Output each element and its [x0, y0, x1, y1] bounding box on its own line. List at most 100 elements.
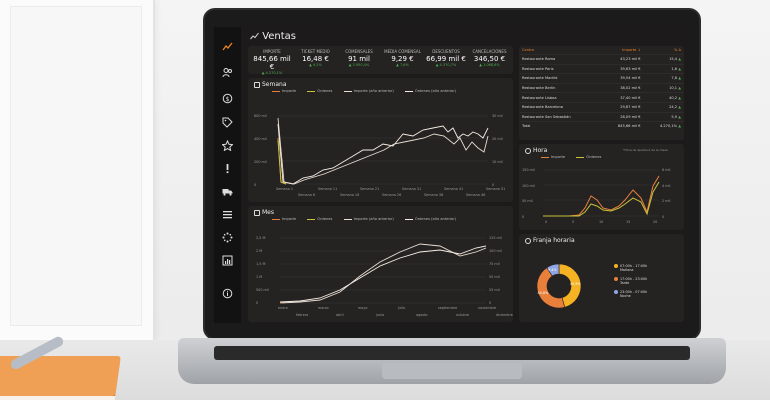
hora-title: Hora [525, 147, 547, 154]
coin-icon[interactable]: $ [222, 93, 233, 104]
kpi-value: 91 mil [348, 55, 370, 63]
hora-y-tick: 0 [522, 214, 525, 219]
page-title-text: Ventas [262, 31, 297, 42]
legend-ordenes[interactable]: Órdenes [576, 155, 601, 159]
star-icon[interactable] [221, 139, 234, 152]
semana-title-text: Semana [262, 81, 287, 88]
delta-value: 24,2 [669, 105, 678, 110]
table-total-row[interactable]: Total 845,66 mil €4.270,1% ▲ [519, 121, 684, 131]
kpi-value: 845,66 mil € [253, 55, 291, 71]
calendar-icon [254, 209, 260, 216]
tag-icon[interactable] [222, 117, 233, 128]
donut-slice-label: 9,4% [548, 267, 557, 272]
mes-x-tick: enero [278, 306, 288, 310]
hora-line-ordenes [543, 181, 660, 217]
mes-x-tick: junio [376, 313, 385, 317]
legend-ordenes[interactable]: Órdenes [307, 89, 332, 93]
legend-importe-label: Importe [551, 155, 566, 159]
table-row[interactable]: Restaurante Paris 39,63 mil €1,6 ▲ [519, 63, 684, 74]
kpi-label: IMPORTE [263, 49, 281, 54]
legend-ordenes-prev[interactable]: Órdenes (año anterior) [404, 89, 456, 93]
semana-x-tick: Semana 31 [402, 187, 422, 191]
legend-ordenes-prev[interactable]: Órdenes (año anterior) [404, 217, 456, 221]
semana-line-prev-importe [277, 117, 489, 185]
table-row[interactable]: Restaurante Madrid 39,54 mil €7,8 ▲ [519, 73, 684, 84]
donut-legend-item[interactable]: 17:00h - 23:00h Tarde [614, 277, 647, 285]
donut-legend-item[interactable]: 07:00h - 17:00h Mañana [614, 264, 647, 272]
hora-chart-card: Hora *Hora de apertura de la mesa Import… [519, 144, 684, 230]
mes-y2-tick: 75 mil [489, 262, 500, 266]
list-icon[interactable] [222, 209, 233, 220]
arrow-up-icon: ▲ [677, 86, 681, 91]
mes-y-tick: 0 [256, 301, 259, 305]
semana-y-tick: 0 [254, 183, 257, 187]
legend-sub: Tarde [620, 281, 630, 285]
legend-importe-prev[interactable]: Importe (año anterior) [343, 217, 394, 221]
kpi-delta: ▲ 4.270,1% [261, 71, 283, 75]
centro-importe: 29,87 mil € [600, 101, 644, 113]
kpi-label: TICKET MEDIO [301, 49, 330, 54]
mes-y2-tick: 50 mil [489, 275, 500, 279]
alert-icon[interactable] [222, 163, 233, 174]
centro-name: Restaurante Paris [519, 63, 601, 74]
semana-y-tick: 400 mil [254, 137, 267, 141]
mes-title-text: Mes [262, 209, 274, 216]
legend-importe[interactable]: Importe [272, 89, 296, 93]
col-centro[interactable]: Centro [522, 48, 535, 52]
mes-x-tick: marzo [318, 306, 329, 310]
legend-ordenes[interactable]: Órdenes [307, 217, 332, 221]
semana-y2-tick: 10 mil [492, 160, 503, 164]
legend-importe-label: Importe [282, 89, 297, 93]
mes-x-tick: septiembre [438, 306, 458, 310]
mes-y-tick: 500 mil [256, 288, 269, 292]
mes-title: Mes [254, 209, 274, 216]
users-icon[interactable] [222, 67, 233, 78]
laptop-trackpad [382, 363, 522, 379]
loading-spinner-icon[interactable] [222, 232, 233, 243]
kpi-item: MEDIA COMENSAL 9,29 € ▲ 7,6% [383, 49, 423, 67]
sidebar: $ [214, 27, 241, 323]
table-row[interactable]: Restaurante Barcelona 29,87 mil €24,2 ▲ [519, 101, 684, 113]
legend-importe-prev-label: Importe (año anterior) [353, 89, 394, 93]
delta-value: 7,8 [671, 76, 678, 81]
col-importe[interactable]: Importe ↓ [622, 48, 641, 52]
mes-y2-tick: 100 mil [489, 249, 502, 253]
hora-x-tick: 20 [653, 220, 658, 224]
hora-y-tick: 50 mil [522, 199, 533, 203]
chart-icon [250, 32, 259, 40]
donut-slice[interactable] [546, 263, 560, 277]
arrow-up-icon: ▲ [677, 66, 681, 71]
table-row[interactable]: Restaurante Roma 43,23 mil €15,4 ▲ [519, 54, 684, 65]
legend-importe-prev[interactable]: Importe (año anterior) [343, 89, 394, 93]
centro-name: Restaurante Roma [519, 54, 601, 65]
mes-chart-card: Mes Importe Órdenes Importe (año anterio… [248, 206, 513, 322]
legend-ordenes-label: Órdenes [317, 89, 333, 93]
table-row[interactable]: Restaurante Lisboa 37,40 mil €40,2 ▲ [519, 92, 684, 103]
picture-frame-inner [10, 6, 142, 326]
centro-delta: 5,9 ▲ [643, 111, 684, 122]
table-row[interactable]: Restaurante Berlin 38,02 mil €10,1 ▲ [519, 82, 684, 93]
legend-range: 23:00h - 07:00h [620, 290, 648, 294]
table-row[interactable]: Restaurante San Sebastián 28,09 mil €5,9 … [519, 111, 684, 122]
col-delta[interactable]: % Δ [673, 48, 681, 52]
centro-delta: 15,4 ▲ [643, 54, 684, 65]
semana-title: Semana [254, 81, 287, 88]
legend-importe[interactable]: Importe [272, 217, 296, 221]
mes-y-tick: 2 M [256, 249, 263, 253]
mes-x-tick: abril [336, 313, 344, 317]
semana-x-tick: Semana 16 [340, 193, 360, 197]
centro-delta: 1,6 ▲ [643, 63, 684, 74]
arrow-up-icon: ▲ [677, 114, 681, 119]
legend-importe[interactable]: Importe [541, 155, 565, 159]
report-icon[interactable] [222, 255, 233, 266]
donut-slice-label: 44,8% [537, 291, 549, 295]
info-icon[interactable] [222, 288, 233, 299]
centro-name: Total [519, 121, 601, 131]
donut-legend-item[interactable]: 23:00h - 07:00h Noche [614, 290, 647, 298]
kpi-delta: ▲ 7,6% [396, 63, 409, 67]
trend-icon[interactable] [222, 41, 233, 52]
semana-x-tick: Semana 26 [382, 193, 402, 197]
delivery-truck-icon[interactable] [222, 186, 233, 197]
donut-slice[interactable] [558, 263, 582, 308]
mes-x-tick: julio [398, 306, 406, 310]
